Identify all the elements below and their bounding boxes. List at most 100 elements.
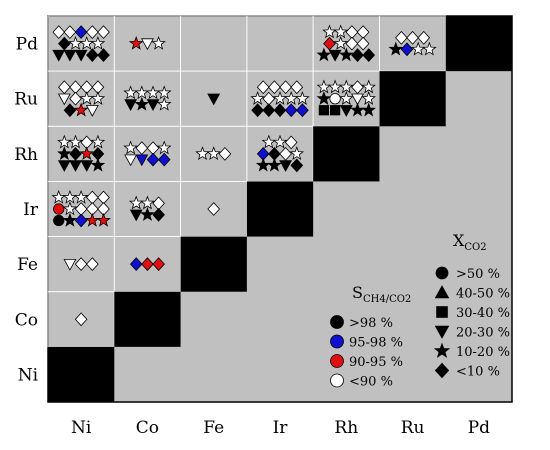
row-labels: Pd Ru Rh Ir Fe Co Ni [14, 35, 39, 386]
triangle-down-marker [52, 49, 66, 62]
diamond-marker [97, 25, 110, 39]
diamond-marker [256, 80, 270, 95]
cell-Pd-Co [128, 35, 166, 51]
triangle-down-marker [69, 160, 82, 172]
diamond-marker [74, 312, 88, 327]
star-marker [206, 146, 221, 161]
square-marker [329, 105, 341, 116]
star-marker [140, 195, 155, 210]
legend-conversion-square-icon [436, 306, 448, 318]
star-marker [57, 146, 72, 161]
triangle-down-marker [63, 49, 77, 62]
star-marker [339, 91, 354, 105]
cell-Fe-Co [129, 257, 165, 271]
column-label: Ni [71, 418, 92, 438]
star-marker [361, 79, 376, 94]
cell-Pd-Rh [316, 24, 376, 62]
triangle-down-marker [85, 105, 99, 117]
star-marker [73, 189, 89, 204]
legend-conversion-label: <10 % [456, 365, 500, 380]
diamond-marker [290, 158, 304, 173]
legend-selectivity-swatch [330, 315, 344, 329]
star-marker [79, 146, 94, 161]
legend-selectivity-swatch [330, 373, 344, 388]
diamond-marker [74, 213, 88, 228]
star-marker [422, 41, 437, 56]
diamond-marker [218, 147, 232, 161]
legend-selectivity-label: 90-95 % [349, 355, 403, 370]
triangle-down-marker [129, 209, 143, 222]
row-label: Fe [17, 255, 38, 275]
markers [51, 24, 437, 327]
star-marker [339, 79, 354, 94]
star-marker [267, 157, 282, 172]
star-marker [338, 47, 354, 62]
diamond-marker [279, 147, 292, 161]
column-label: Pd [468, 418, 490, 438]
diamond-marker [74, 25, 88, 39]
diamond-marker [207, 202, 221, 216]
legend-selectivity-label: 95-98 % [349, 336, 403, 351]
legend-selectivity-title: SCH4/CO2 [352, 283, 411, 305]
cell-Fe-Ni [63, 257, 99, 271]
triangle-down-marker [339, 105, 353, 117]
diagonal-cell [246, 181, 314, 237]
diamond-marker [262, 103, 276, 118]
circle-marker [53, 214, 65, 227]
row-label: Co [15, 310, 38, 330]
diamond-marker [284, 103, 298, 118]
column-label: Rh [334, 418, 358, 438]
diamond-marker [362, 48, 376, 62]
star-marker [123, 140, 138, 155]
diagonal-cell [445, 16, 512, 72]
circle-marker [329, 93, 341, 105]
diamond-marker [417, 30, 431, 45]
diamond-marker [74, 257, 88, 271]
legend-conversion-label: 40-50 % [456, 287, 510, 302]
column-labels: Ni Co Fe Ir Rh Ru Pd [71, 418, 490, 438]
star-marker [90, 91, 106, 105]
star-marker [316, 47, 332, 62]
legend-selectivity-label: >98 % [349, 316, 393, 331]
column-label: Ir [273, 418, 289, 438]
row-label: Rh [14, 145, 38, 165]
diamond-marker [400, 42, 414, 57]
legend-conversion-triangle-down-icon [434, 325, 450, 339]
star-marker [62, 212, 78, 227]
diamond-marker [63, 25, 77, 39]
legend-conversion-title: XCO2 [453, 231, 487, 253]
cell-Ru-Co [123, 85, 172, 112]
legend-conversion-label: 30-40 % [456, 306, 510, 321]
legend-selectivity-swatch [330, 354, 344, 368]
diamond-marker [284, 135, 298, 150]
grid-lines [47, 15, 447, 348]
diamond-marker [152, 207, 165, 222]
diamond-marker [152, 257, 165, 271]
star-marker [333, 24, 349, 39]
diagonal-cell [114, 291, 181, 347]
triangle-down-marker [124, 154, 138, 167]
star-marker [151, 35, 166, 50]
cell-Ir-Ni [51, 189, 111, 228]
cells [48, 16, 512, 402]
diamond-marker [351, 48, 364, 62]
row-label: Ir [23, 200, 39, 220]
diamond-marker [97, 48, 110, 62]
row-label: Ni [18, 365, 39, 385]
legend-conversion-diamond-icon [434, 362, 450, 379]
star-marker [295, 91, 310, 105]
legend-conversion: XCO2 >50 % 40-50 % 30-40 % 20-30 % 10-20 % <1… [433, 231, 510, 380]
diagonal-cell [180, 236, 247, 292]
row-label: Ru [14, 90, 38, 110]
star-marker [156, 96, 172, 111]
diamond-marker [146, 152, 160, 167]
triangle-down-marker [207, 93, 221, 106]
star-marker [361, 91, 376, 105]
triangle-down-marker [351, 93, 364, 106]
diamond-marker [345, 36, 359, 51]
diamond-marker [69, 91, 82, 106]
diamond-marker [356, 36, 370, 51]
triangle-down-marker [135, 154, 149, 167]
triangle-down-marker [63, 258, 77, 271]
